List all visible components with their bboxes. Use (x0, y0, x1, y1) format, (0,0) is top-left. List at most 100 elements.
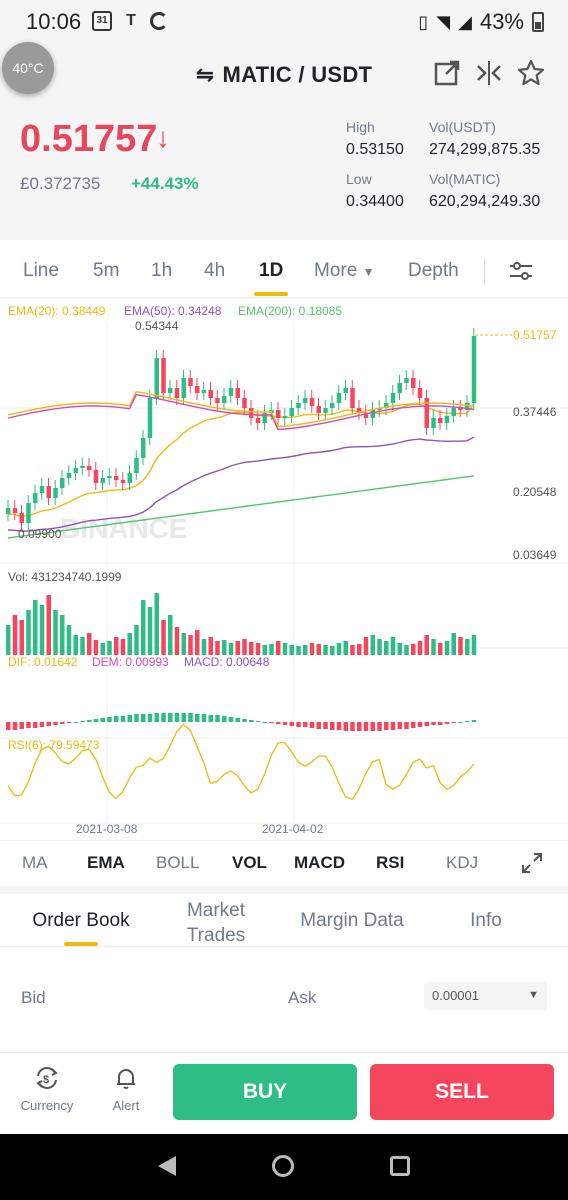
indicator-boll[interactable]: BOLL (156, 853, 200, 872)
tab-4h[interactable]: 4h (204, 260, 226, 281)
precision-select[interactable]: 0.00001 ▼ (424, 982, 547, 1010)
back-icon[interactable] (158, 1156, 176, 1176)
macd-bar (208, 715, 213, 722)
candle (444, 416, 450, 423)
volume-bar (100, 643, 105, 655)
home-icon[interactable] (272, 1155, 294, 1177)
dem-line (7, 393, 474, 431)
rsi-label: RSI(6): 79.59473 (8, 738, 100, 752)
tab-line[interactable]: Line (23, 260, 59, 281)
macd-bar (195, 714, 200, 722)
vol-usdt-label: Vol(USDT) (429, 119, 496, 135)
candle (235, 388, 240, 398)
compare-icon[interactable] (474, 58, 504, 88)
candle (66, 473, 72, 478)
macd-bar (431, 722, 436, 725)
tab-5m[interactable]: 5m (93, 260, 120, 281)
macd-bar (19, 722, 24, 729)
volume-bar (161, 620, 166, 655)
macd-bar (282, 722, 288, 725)
fullscreen-icon[interactable] (520, 851, 544, 875)
status-bar (0, 0, 568, 44)
orderbook-tab-underline (64, 942, 98, 946)
macd-bar (323, 722, 328, 729)
macd-bar (444, 722, 450, 724)
sell-button[interactable]: SELL (370, 1064, 554, 1120)
tab-1d[interactable]: 1D (259, 260, 284, 281)
active-tab-underline (254, 292, 288, 296)
volume-bar (235, 641, 240, 655)
tab-margin-data[interactable]: Margin Data (300, 910, 404, 931)
volume-bar (350, 645, 355, 655)
macd-bar (370, 722, 375, 731)
ema200-label: EMA(200): 0.18085 (238, 304, 342, 318)
volume-bar (397, 643, 402, 655)
bell-icon (112, 1064, 140, 1092)
candle (228, 388, 234, 396)
tab-1h[interactable]: 1h (151, 260, 173, 281)
macd-bar (404, 722, 409, 729)
low-value: 0.34400 (346, 193, 404, 210)
indicator-rsi[interactable]: RSI (376, 853, 405, 872)
tab-info[interactable]: Info (470, 910, 502, 931)
share-icon[interactable] (432, 58, 462, 88)
svg-text:$: $ (43, 1074, 49, 1086)
temperature-bubble[interactable]: 40°C (2, 42, 54, 94)
candle (174, 388, 180, 398)
orderbook-tab-divider (0, 946, 568, 947)
indicator-ema[interactable]: EMA (87, 853, 125, 872)
volume-bar (377, 639, 382, 655)
candle (120, 480, 126, 483)
calendar-icon: 31 (92, 11, 112, 31)
recents-icon[interactable] (390, 1156, 410, 1176)
indicator-macd[interactable]: MACD (294, 853, 345, 872)
indicator-kdj[interactable]: KDJ (446, 853, 479, 872)
candle (215, 398, 220, 403)
volume-bar (323, 645, 328, 655)
macd-bar (161, 713, 166, 722)
candle (19, 513, 24, 523)
candle (262, 413, 267, 423)
chart-settings-icon[interactable] (508, 258, 534, 284)
volume-bar (309, 643, 315, 655)
currency-button[interactable]: $ Currency (17, 1064, 77, 1113)
macd-bar (357, 722, 362, 731)
macd-bar (222, 716, 227, 722)
buy-button[interactable]: BUY (173, 1064, 357, 1120)
macd-bar (39, 722, 45, 727)
macd-bar (249, 720, 254, 722)
candle (458, 408, 463, 410)
alert-button[interactable]: Alert (96, 1064, 156, 1113)
volume-bar (195, 630, 200, 655)
volume-bars (6, 593, 477, 655)
candle (188, 378, 193, 386)
indicator-vol[interactable]: VOL (232, 853, 267, 872)
candle (147, 398, 153, 438)
tab-separator (484, 258, 485, 284)
candle (323, 408, 328, 413)
volume-bar (73, 635, 78, 655)
candle (134, 458, 139, 473)
ema20-label: EMA(20): 0.38449 (8, 304, 106, 318)
favorite-star-icon[interactable] (516, 58, 546, 88)
volume-bar (188, 635, 193, 655)
candle (451, 408, 456, 416)
ema200-path (7, 475, 474, 539)
candle (100, 478, 105, 483)
macd-bar (26, 722, 31, 728)
candle (161, 358, 166, 393)
macd-bar (255, 721, 261, 722)
tab-order-book[interactable]: Order Book (32, 910, 130, 931)
tab-more[interactable]: More ▼ (314, 260, 374, 282)
volume-bar (458, 637, 463, 655)
candle (417, 388, 423, 398)
pair-title[interactable]: ⇋ MATIC / USDT (0, 62, 568, 88)
indicator-ma[interactable]: MA (22, 853, 48, 872)
candlestick-chart[interactable]: BINANCE EMA(20): 0.38449 EMA(50): 0.3424… (0, 298, 568, 840)
tab-market-trades[interactable]: Market Trades (186, 900, 246, 946)
volume-bar (127, 633, 132, 655)
tab-depth[interactable]: Depth (408, 260, 459, 281)
status-system-icons: ▯ ◥ ◢ 43% (418, 9, 544, 35)
macd-bar (215, 715, 220, 722)
macd-bar (188, 713, 193, 722)
